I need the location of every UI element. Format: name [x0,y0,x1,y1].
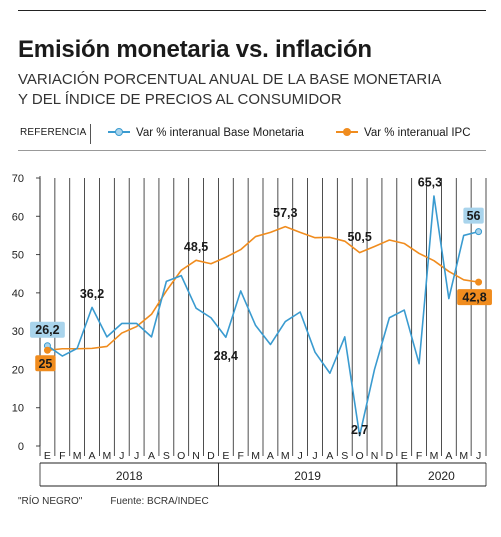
x-tick-label: M [281,450,290,462]
endpoint-marker-base-monetaria [475,228,483,236]
data-label-base-monetaria-box [30,321,65,338]
subtitle-line-1: VARIACIÓN PORCENTUAL ANUAL DE LA BASE MO… [18,71,442,88]
x-tick-label: M [251,450,260,462]
x-tick-label: E [44,450,51,462]
legend-separator [90,124,91,144]
x-tick-label: D [386,450,394,462]
endpoint-marker-ipc [43,346,51,354]
x-tick-label: F [416,450,422,462]
data-label-ipc: 48,5 [184,240,208,254]
legend: REFERENCIA Var % interanual Base Monetar… [18,122,486,146]
x-tick-label: N [371,450,379,462]
data-label-base-monetaria-box [463,207,484,224]
legend-item-ipc: Var % interanual IPC [336,127,471,139]
chart-title: Emisión monetaria vs. inflación [18,36,372,63]
x-tick-label: F [237,450,243,462]
y-tick-label: 70 [12,173,24,185]
x-tick-label: M [103,450,112,462]
data-label-ipc: 42,8 [462,291,486,305]
data-label-base-monetaria: 26,2 [35,323,59,337]
chart-subtitle: VARIACIÓN PORCENTUAL ANUAL DE LA BASE MO… [18,70,441,110]
data-label-base-monetaria: 28,4 [214,349,238,363]
legend-swatch-base-monetaria [108,127,130,137]
x-tick-label: J [119,450,124,462]
data-label-ipc: 25 [38,357,52,371]
top-rule [18,10,486,11]
y-tick-label: 10 [12,403,24,415]
legend-divider [18,150,486,151]
legend-swatch-ipc [336,127,358,137]
x-tick-label: A [445,450,452,462]
x-tick-label: O [177,450,185,462]
legend-label-base-monetaria: Var % interanual Base Monetaria [136,127,304,139]
x-tick-label: E [222,450,229,462]
series-line-ipc [47,225,479,352]
x-tick-label: J [312,450,317,462]
y-tick-label: 30 [12,326,24,338]
x-tick-label: E [401,450,408,462]
x-tick-label: A [148,450,155,462]
x-tick-label: J [134,450,139,462]
year-label: 2018 [116,469,143,483]
data-label-base-monetaria: 36,2 [80,287,104,301]
data-label-ipc: 50,5 [347,230,371,244]
x-tick-label: F [59,450,65,462]
x-tick-label: S [163,450,170,462]
y-tick-label: 60 [12,211,24,223]
endpoint-marker-ipc [475,278,483,286]
footer: "RÍO NEGRO" Fuente: BCRA/INDEC [18,496,209,507]
data-label-ipc-box [35,355,56,372]
x-tick-label: O [356,450,364,462]
x-tick-label: J [298,450,303,462]
legend-reference-label: REFERENCIA [20,127,87,138]
footer-source: Fuente: BCRA/INDEC [110,496,209,507]
data-label-base-monetaria: 2,7 [351,423,368,437]
y-tick-label: 50 [12,250,24,262]
x-tick-label: A [326,450,333,462]
x-tick-label: A [267,450,274,462]
data-label-ipc-box [457,289,492,306]
x-tick-label: J [476,450,481,462]
year-label: 2020 [428,469,455,483]
series-line-base-monetaria [46,195,479,437]
data-label-base-monetaria: 56 [467,209,481,223]
y-tick-label: 40 [12,288,24,300]
x-tick-label: A [89,450,96,462]
x-tick-label: D [207,450,215,462]
x-tick-label: N [192,450,200,462]
legend-label-ipc: Var % interanual IPC [364,127,471,139]
year-label: 2019 [294,469,321,483]
x-tick-label: M [430,450,439,462]
x-tick-label: M [73,450,82,462]
y-tick-label: 20 [12,364,24,376]
y-tick-label: 0 [18,441,24,453]
x-tick-label: S [341,450,348,462]
legend-item-base-monetaria: Var % interanual Base Monetaria [108,127,304,139]
data-label-ipc: 57,3 [273,206,297,220]
data-label-base-monetaria: 65,3 [418,175,442,189]
footer-credit: "RÍO NEGRO" [18,496,83,507]
subtitle-line-2: Y DEL ÍNDICE DE PRECIOS AL CONSUMIDOR [18,91,342,108]
x-tick-label: M [459,450,468,462]
